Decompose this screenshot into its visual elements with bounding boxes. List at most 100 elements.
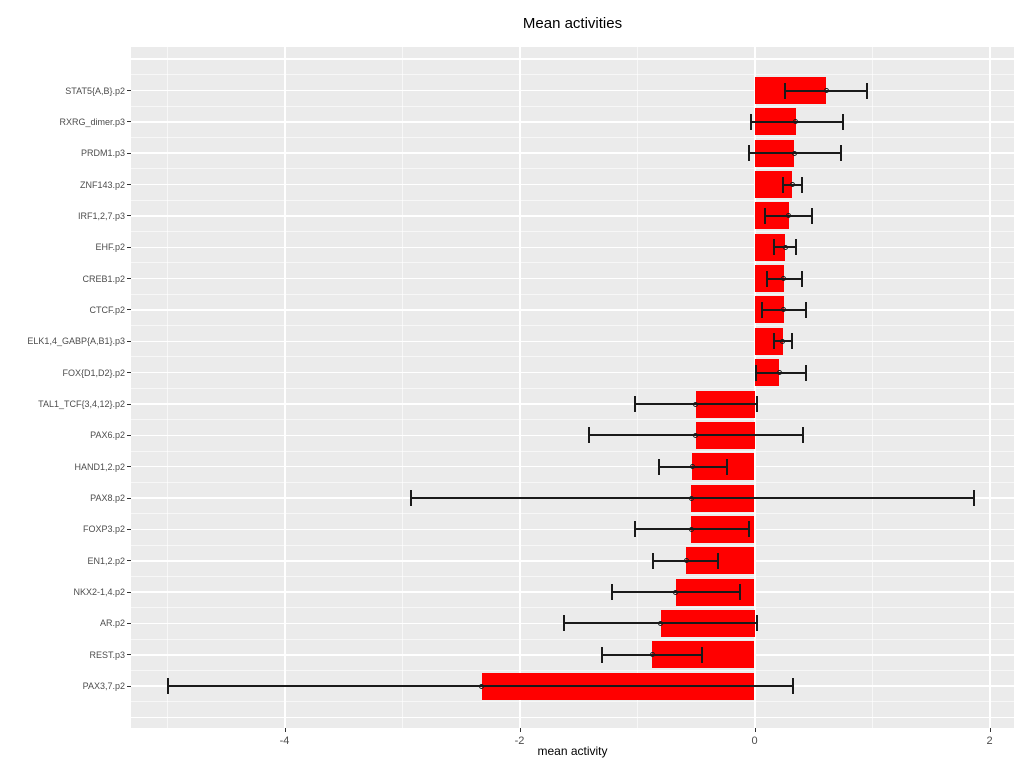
y-axis-label: PRDM1.p3	[80, 148, 125, 159]
error-bar-cap-high	[840, 145, 843, 162]
gridline-major-vertical	[988, 47, 991, 728]
y-axis-label: PAX6.p2	[90, 430, 125, 441]
gridline-minor-horizontal	[131, 293, 1014, 295]
error-bar-cap-high	[792, 678, 795, 695]
gridline-major-horizontal	[131, 403, 1014, 405]
mean-marker	[793, 119, 799, 125]
mean-marker	[673, 589, 679, 595]
gridline-minor-horizontal	[131, 450, 1014, 452]
mean-marker	[776, 370, 782, 376]
y-axis-tick	[127, 152, 131, 154]
gridline-major-horizontal	[131, 121, 1014, 123]
error-bar-cap-low	[410, 490, 413, 507]
gridline-major-horizontal	[131, 183, 1014, 186]
error-bar-cap-low	[764, 207, 767, 224]
error-bar-cap-high	[800, 176, 803, 193]
x-axis-tick-label: 2	[986, 735, 993, 747]
gridline-minor-vertical	[401, 47, 403, 728]
gridline-major-horizontal	[131, 434, 1014, 437]
gridline-major-horizontal	[131, 465, 1014, 468]
y-axis-tick	[127, 246, 131, 248]
gridline-minor-horizontal	[131, 356, 1014, 358]
gridline-major-horizontal	[131, 716, 1014, 719]
error-bar-cap-high	[700, 646, 703, 663]
gridline-major-horizontal	[131, 58, 1014, 60]
gridline-minor-horizontal	[131, 669, 1014, 671]
mean-marker	[658, 620, 663, 626]
y-axis-label: PAX3,7.p2	[82, 681, 125, 692]
y-axis-tick	[127, 372, 131, 374]
gridline-minor-horizontal	[131, 231, 1014, 233]
error-bar-cap-low	[749, 113, 752, 130]
gridline-major-horizontal	[131, 560, 1014, 562]
mean-marker	[693, 432, 699, 438]
y-axis-tick	[127, 466, 131, 468]
gridline-major-vertical	[283, 47, 286, 728]
gridline-minor-horizontal	[131, 387, 1014, 389]
error-bar-cap-low	[781, 176, 784, 193]
error-bar-cap-low	[784, 82, 787, 99]
gridline-major-horizontal	[131, 654, 1014, 656]
y-axis-tick	[127, 309, 131, 311]
mean-marker	[689, 464, 695, 470]
mean-marker	[781, 276, 787, 282]
y-axis-label: TAL1_TCF{3,4,12}.p2	[38, 399, 125, 409]
y-axis-label: HAND1,2.p2	[74, 461, 125, 472]
y-axis-tick	[127, 121, 131, 123]
error-bar-cap-low	[600, 646, 603, 663]
gridline-minor-horizontal	[131, 199, 1014, 201]
gridline-minor-horizontal	[131, 325, 1014, 327]
gridline-major-horizontal	[131, 215, 1014, 217]
mean-marker	[683, 558, 689, 564]
gridline-major-horizontal	[131, 246, 1014, 248]
mean-marker	[780, 338, 786, 344]
y-axis-label: CREB1.p2	[82, 273, 125, 284]
mean-marker	[782, 244, 788, 250]
error-bar-cap-high	[755, 396, 758, 412]
error-bar-cap-high	[805, 364, 808, 381]
error-bar-cap-high	[866, 82, 869, 99]
gridline-major-vertical	[518, 47, 521, 728]
y-axis-tick	[127, 340, 131, 342]
gridline-minor-vertical	[636, 47, 638, 728]
mean-marker	[693, 401, 699, 407]
y-axis-label: RXRG_dimer.p3	[59, 116, 125, 127]
gridline-major-horizontal	[131, 340, 1014, 343]
y-axis-tick	[127, 591, 131, 593]
mean-marker	[781, 307, 787, 313]
gridline-minor-horizontal	[131, 638, 1014, 640]
error-bar-cap-low	[760, 301, 763, 318]
x-axis-tick	[519, 728, 521, 732]
gridline-major-horizontal	[131, 89, 1014, 92]
error-bar-cap-low	[766, 270, 769, 287]
gridline-minor-horizontal	[131, 137, 1014, 139]
error-bar-cap-high	[801, 427, 804, 444]
gridline-major-horizontal	[131, 528, 1014, 531]
error-bar-cap-high	[726, 458, 729, 475]
error-bar-cap-high	[791, 333, 794, 350]
x-axis-tick-label: 0	[751, 735, 758, 747]
y-axis-label: FOXP3.p2	[82, 524, 125, 535]
gridline-minor-horizontal	[131, 262, 1014, 264]
y-axis-tick	[127, 184, 131, 186]
error-bar-cap-low	[633, 396, 636, 412]
error-bar-cap-low	[587, 427, 590, 444]
y-axis-label: EHF.p2	[95, 242, 125, 253]
mean-marker	[688, 495, 694, 501]
gridline-minor-horizontal	[131, 513, 1014, 515]
mean-marker	[688, 526, 694, 532]
gridline-minor-vertical	[166, 47, 168, 728]
gridline-minor-horizontal	[131, 481, 1014, 483]
mean-marker	[479, 683, 485, 689]
y-axis-label: PAX8.p2	[90, 493, 125, 504]
y-axis-label: ELK1,4_GABP{A,B1}.p3	[27, 336, 125, 347]
y-axis-label: AR.p2	[99, 618, 125, 629]
gridline-minor-horizontal	[131, 701, 1014, 703]
gridline-major-horizontal	[131, 277, 1014, 280]
y-axis-tick	[127, 622, 131, 624]
y-axis-tick	[127, 685, 131, 687]
gridline-minor-horizontal	[131, 74, 1014, 76]
x-axis-tick	[754, 728, 756, 732]
error-bar-cap-high	[739, 584, 742, 601]
